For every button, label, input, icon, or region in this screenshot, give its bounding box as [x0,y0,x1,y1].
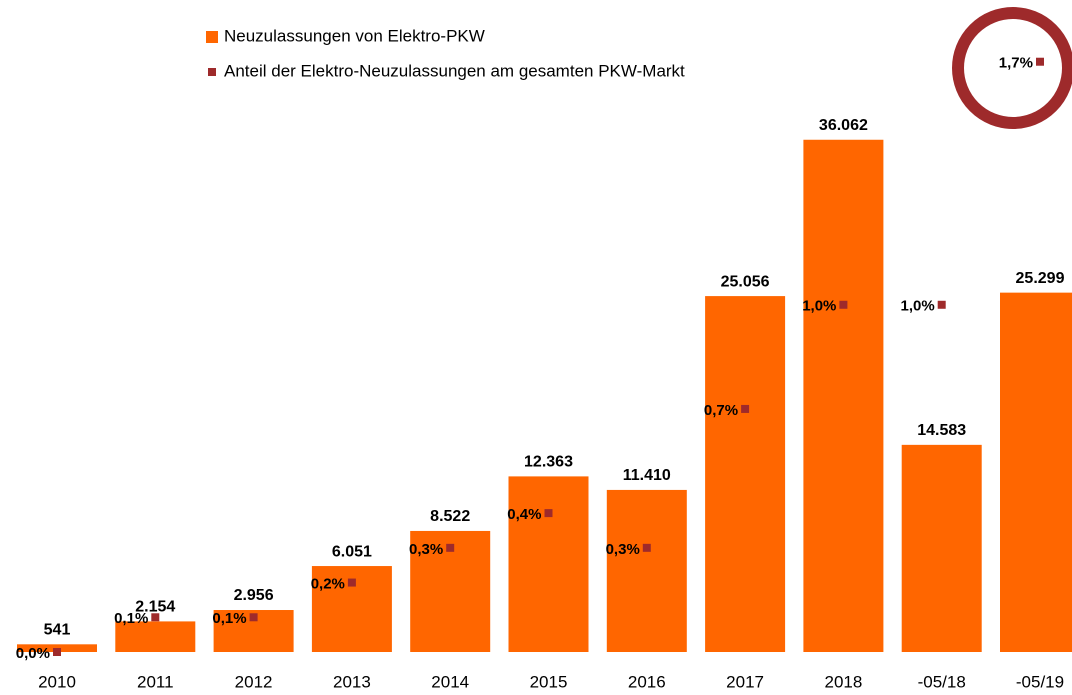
legend-swatch [208,68,216,76]
share-value-label: 0,3% [409,541,443,558]
x-tick-label: 2010 [38,672,76,691]
share-value-label: 0,3% [606,541,640,558]
share-value-label: 0,1% [212,610,246,627]
share-marker [839,300,848,309]
legend-label: Neuzulassungen von Elektro-PKW [224,26,485,45]
x-tick-label: -05/19 [1016,672,1064,691]
share-value-label: 1,0% [802,298,836,315]
bar-value-label: 14.583 [917,422,966,439]
share-value-label: 0,4% [507,506,541,523]
bar-value-label: 25.299 [1016,270,1065,287]
share-value-label: 1,0% [900,298,934,315]
x-tick-label: 2011 [137,672,174,691]
bar-value-label: 36.062 [819,117,868,134]
share-marker [151,613,160,622]
share-value-label: 0,0% [16,645,50,662]
x-tick-label: 2015 [530,672,568,691]
share-marker [642,543,651,552]
share-marker [347,578,356,587]
share-marker [249,613,258,622]
share-value-label: 0,2% [311,576,345,593]
bar [1000,292,1072,652]
x-tick-label: 2013 [333,672,371,691]
share-marker [937,300,946,309]
bar-value-label: 2.154 [135,599,175,616]
highlight-circle [952,7,1072,129]
bar-value-label: 11.410 [623,467,671,484]
bar [115,621,196,652]
bar [705,296,786,652]
bar-value-label: 25.056 [721,273,770,290]
share-marker [544,509,553,518]
x-tick-label: 2017 [726,672,764,691]
share-marker [741,404,750,413]
share-value-label: 0,7% [704,402,738,419]
bar [901,444,982,652]
legend-swatch [206,31,218,43]
share-marker [446,543,455,552]
bar-value-label: 8.522 [430,508,470,525]
bar-value-label: 2.956 [234,587,274,604]
legend-label: Anteil der Elektro-Neuzulassungen am ges… [224,61,685,80]
x-tick-label: 2014 [431,672,469,691]
share-marker [53,648,61,656]
bar-value-label: 12.363 [524,454,573,471]
bar [803,139,884,652]
x-tick-label: -05/18 [918,672,966,691]
x-tick-label: 2018 [824,672,862,691]
bar [508,476,589,652]
share-value-label: 0,1% [114,610,148,627]
share-marker [1036,57,1044,66]
bar-value-label: 541 [44,622,71,639]
x-tick-label: 2016 [628,672,666,691]
bar-value-label: 6.051 [332,543,372,560]
x-tick-label: 2012 [235,672,273,691]
share-value-label: 1,7% [999,55,1033,72]
bar [606,489,687,652]
